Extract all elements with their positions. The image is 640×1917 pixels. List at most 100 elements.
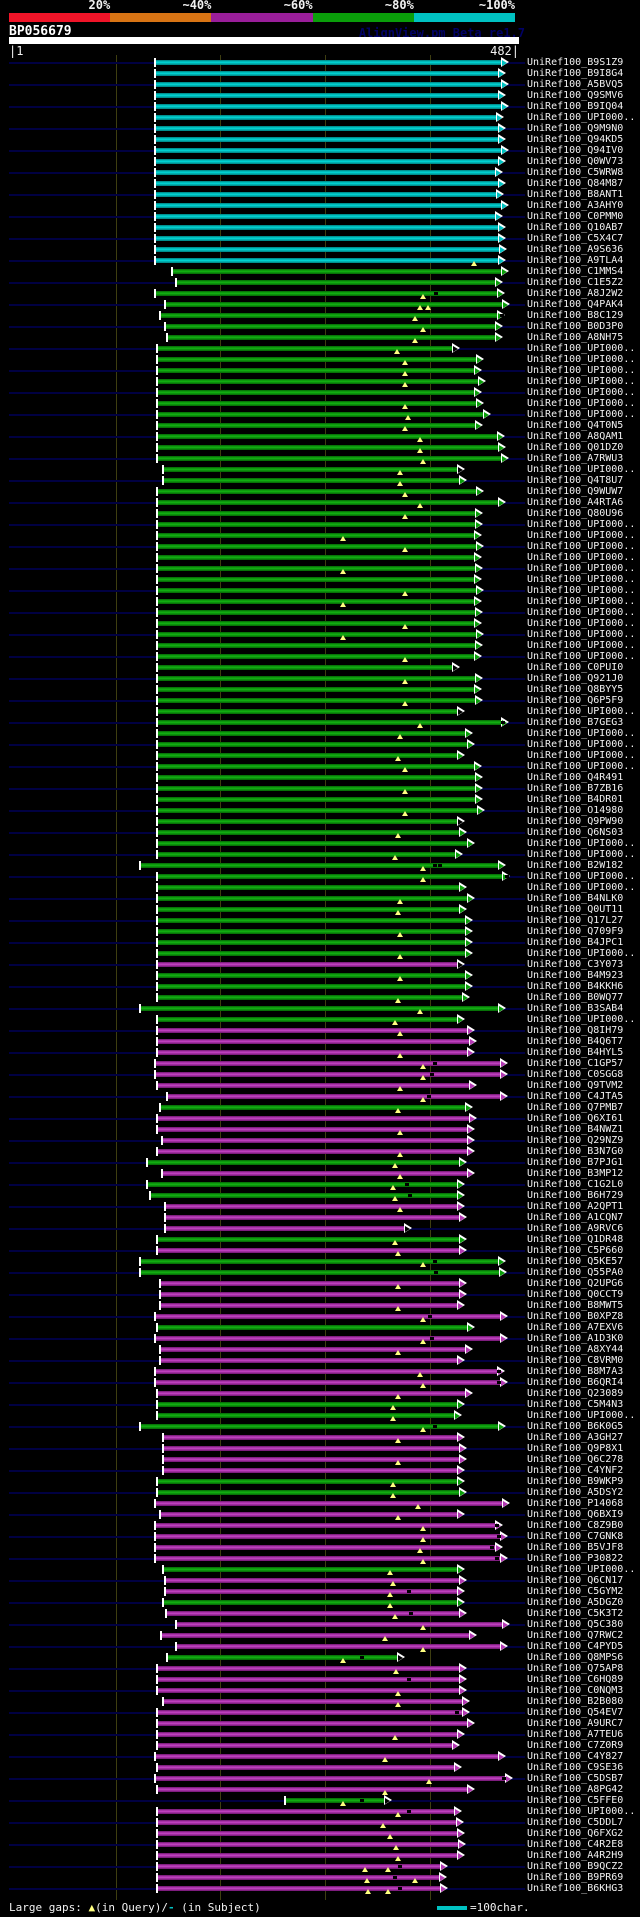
hit-bar[interactable] [157,764,475,769]
hit-label[interactable]: UniRef100_A4RTA6 [527,497,624,508]
hit-label[interactable]: UniRef100_B5VJF8 [527,1542,624,1553]
hit-bar[interactable] [155,1556,501,1561]
hit-bar[interactable] [155,1776,506,1781]
hit-bar[interactable] [157,874,503,879]
hit-label[interactable]: UniRef100_Q9P8X1 [527,1443,624,1454]
hit-label[interactable]: UniRef100_B9PR69 [527,1872,624,1883]
hit-label[interactable]: UniRef100_B8MWT5 [527,1300,624,1311]
hit-label[interactable]: UniRef100_A5DGZ0 [527,1597,624,1608]
hit-bar[interactable] [157,533,475,538]
hit-bar[interactable] [165,324,496,329]
hit-bar[interactable] [163,1600,458,1605]
hit-bar[interactable] [157,1809,455,1814]
hit-label[interactable]: UniRef100_Q1DR48 [527,1234,624,1245]
hit-label[interactable]: UniRef100_UPI000.. [527,464,636,475]
hit-bar[interactable] [155,1754,499,1759]
hit-label[interactable]: UniRef100_UPI000.. [527,706,636,717]
hit-bar[interactable] [155,137,499,142]
hit-label[interactable]: UniRef100_B7PJG1 [527,1157,624,1168]
hit-bar[interactable] [167,1094,501,1099]
hit-label[interactable]: UniRef100_Q4T8U7 [527,475,624,486]
hit-bar[interactable] [285,1798,385,1803]
hit-label[interactable]: UniRef100_UPI000.. [527,640,636,651]
hit-bar[interactable] [155,148,502,153]
hit-bar[interactable] [157,1028,468,1033]
hit-label[interactable]: UniRef100_C3Y073 [527,959,624,970]
hit-bar[interactable] [157,984,466,989]
hit-bar[interactable] [157,852,456,857]
hit-label[interactable]: UniRef100_Q9WUW7 [527,486,624,497]
hit-label[interactable]: UniRef100_B0WQ77 [527,992,624,1003]
hit-bar[interactable] [157,896,468,901]
hit-label[interactable]: UniRef100_Q80U96 [527,508,624,519]
hit-label[interactable]: UniRef100_UPI000.. [527,343,636,354]
hit-bar[interactable] [157,720,502,725]
hit-label[interactable]: UniRef100_C4PYD5 [527,1641,624,1652]
hit-label[interactable]: UniRef100_A5DSY2 [527,1487,624,1498]
hit-label[interactable]: UniRef100_A9URC7 [527,1718,624,1729]
hit-bar[interactable] [157,1413,455,1418]
hit-label[interactable]: UniRef100_UPI000.. [527,618,636,629]
hit-bar[interactable] [155,170,496,175]
hit-label[interactable]: UniRef100_Q921J0 [527,673,624,684]
hit-label[interactable]: UniRef100_UPI000.. [527,398,636,409]
hit-bar[interactable] [157,346,453,351]
hit-bar[interactable] [157,577,475,582]
hit-label[interactable]: UniRef100_B6H729 [527,1190,624,1201]
hit-label[interactable]: UniRef100_UPI000.. [527,365,636,376]
hit-label[interactable]: UniRef100_C0PUI0 [527,662,624,673]
hit-bar[interactable] [157,1039,470,1044]
hit-bar[interactable] [155,291,498,296]
hit-bar[interactable] [155,214,496,219]
hit-bar[interactable] [157,731,466,736]
hit-bar[interactable] [157,1017,458,1022]
hit-bar[interactable] [157,357,477,362]
hit-label[interactable]: UniRef100_UPI000.. [527,871,636,882]
hit-label[interactable]: UniRef100_C1G2L0 [527,1179,624,1190]
hit-bar[interactable] [157,1765,455,1770]
hit-bar[interactable] [157,588,477,593]
hit-label[interactable]: UniRef100_B8M7A3 [527,1366,624,1377]
hit-bar[interactable] [157,907,460,912]
hit-bar[interactable] [157,1127,468,1132]
hit-bar[interactable] [155,159,499,164]
hit-label[interactable]: UniRef100_Q8IH79 [527,1025,624,1036]
hit-label[interactable]: UniRef100_A7EXV6 [527,1322,624,1333]
hit-bar[interactable] [140,1006,499,1011]
hit-bar[interactable] [157,709,458,714]
hit-label[interactable]: UniRef100_O14980 [527,805,624,816]
hit-bar[interactable] [157,555,475,560]
hit-bar[interactable] [157,401,477,406]
hit-bar[interactable] [147,1182,458,1187]
hit-bar[interactable] [157,665,453,670]
hit-label[interactable]: UniRef100_A7RWU3 [527,453,624,464]
hit-label[interactable]: UniRef100_B7GEG3 [527,717,624,728]
hit-label[interactable]: UniRef100_UPI000.. [527,1564,636,1575]
hit-bar[interactable] [165,1226,405,1231]
hit-bar[interactable] [157,412,484,417]
hit-bar[interactable] [157,423,476,428]
hit-bar[interactable] [157,1325,468,1330]
hit-bar[interactable] [160,1281,460,1286]
hit-bar[interactable] [166,1611,460,1616]
hit-bar[interactable] [157,973,466,978]
hit-bar[interactable] [157,566,476,571]
hit-label[interactable]: UniRef100_UPI000.. [527,750,636,761]
hit-label[interactable]: UniRef100_C0NQM3 [527,1685,624,1696]
hit-label[interactable]: UniRef100_B2B080 [527,1696,624,1707]
hit-bar[interactable] [155,1545,496,1550]
hit-label[interactable]: UniRef100_B4JPC1 [527,937,624,948]
hit-bar[interactable] [163,1446,460,1451]
hit-bar[interactable] [157,456,502,461]
hit-label[interactable]: UniRef100_A8XY44 [527,1344,624,1355]
hit-label[interactable]: UniRef100_Q0CCT9 [527,1289,624,1300]
hit-bar[interactable] [147,1160,460,1165]
hit-bar[interactable] [157,918,466,923]
hit-label[interactable]: UniRef100_UPI000.. [527,530,636,541]
hit-label[interactable]: UniRef100_UPI000.. [527,728,636,739]
hit-bar[interactable] [163,1435,458,1440]
hit-label[interactable]: UniRef100_UPI000.. [527,585,636,596]
hit-bar[interactable] [163,1457,460,1462]
hit-label[interactable]: UniRef100_C4Y827 [527,1751,624,1762]
hit-label[interactable]: UniRef100_Q54EV7 [527,1707,624,1718]
